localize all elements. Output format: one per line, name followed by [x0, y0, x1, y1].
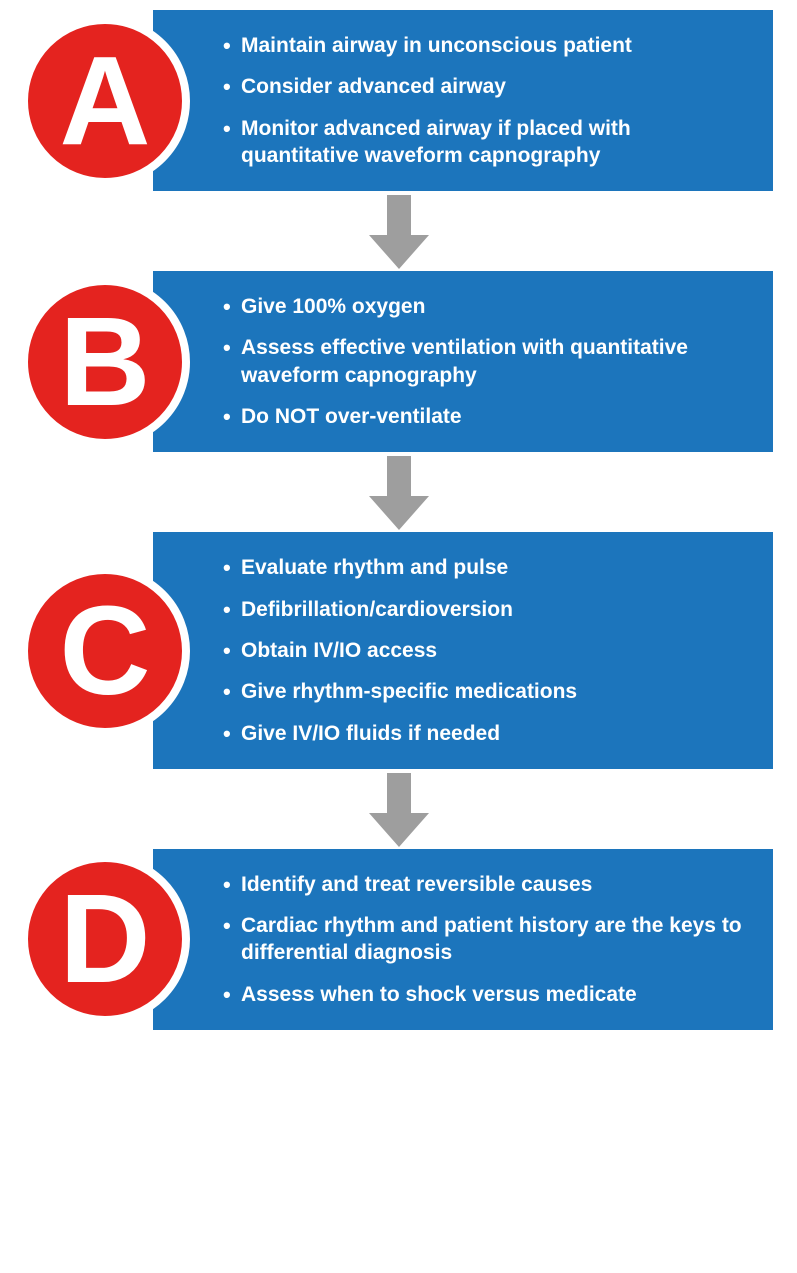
bullet: Evaluate rhythm and pulse — [223, 554, 743, 581]
badge-d: D — [20, 854, 190, 1024]
bullet: Cardiac rhythm and patient history are t… — [223, 912, 743, 967]
box-d: Identify and treat reversible causes Car… — [153, 849, 773, 1030]
step-c: C Evaluate rhythm and pulse Defibrillati… — [18, 532, 779, 768]
bullet: Defibrillation/cardioversion — [223, 596, 743, 623]
badge-letter-b: B — [60, 299, 151, 425]
down-arrow-icon — [369, 456, 429, 530]
box-a: Maintain airway in unconscious patient C… — [153, 10, 773, 191]
flowchart: A Maintain airway in unconscious patient… — [18, 10, 779, 1030]
step-b: B Give 100% oxygen Assess effective vent… — [18, 271, 779, 452]
box-c: Evaluate rhythm and pulse Defibrillation… — [153, 532, 773, 768]
bullet: Maintain airway in unconscious patient — [223, 32, 743, 59]
bullet: Do NOT over-ventilate — [223, 403, 743, 430]
bullet: Obtain IV/IO access — [223, 637, 743, 664]
bullet: Give 100% oxygen — [223, 293, 743, 320]
bullet: Give IV/IO fluids if needed — [223, 720, 743, 747]
badge-c: C — [20, 566, 190, 736]
bullet: Assess effective ventilation with quanti… — [223, 334, 743, 389]
bullet: Assess when to shock versus medicate — [223, 981, 743, 1008]
badge-letter-a: A — [60, 38, 151, 164]
box-b: Give 100% oxygen Assess effective ventil… — [153, 271, 773, 452]
badge-a: A — [20, 16, 190, 186]
step-d: D Identify and treat reversible causes C… — [18, 849, 779, 1030]
bullet: Monitor advanced airway if placed with q… — [223, 115, 743, 170]
bullet: Identify and treat reversible causes — [223, 871, 743, 898]
badge-b: B — [20, 277, 190, 447]
badge-letter-d: D — [60, 876, 151, 1002]
down-arrow-icon — [369, 195, 429, 269]
step-a: A Maintain airway in unconscious patient… — [18, 10, 779, 191]
bullet: Give rhythm-specific medications — [223, 678, 743, 705]
down-arrow-icon — [369, 773, 429, 847]
badge-letter-c: C — [60, 588, 151, 714]
bullet: Consider advanced airway — [223, 73, 743, 100]
